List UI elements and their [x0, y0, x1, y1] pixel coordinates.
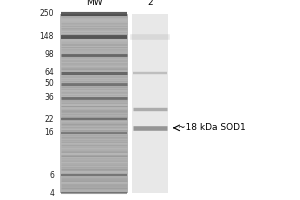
Bar	[132, 14, 168, 193]
Text: 50: 50	[44, 79, 54, 88]
Text: MW: MW	[86, 0, 102, 7]
Text: 36: 36	[44, 93, 54, 102]
Text: 4: 4	[49, 188, 54, 198]
Text: ~18 kDa SOD1: ~18 kDa SOD1	[178, 123, 246, 132]
Text: 16: 16	[44, 128, 54, 137]
Text: 64: 64	[44, 68, 54, 77]
Text: 148: 148	[40, 32, 54, 41]
Text: 22: 22	[44, 115, 54, 124]
Text: 2: 2	[147, 0, 153, 7]
Text: 250: 250	[40, 9, 54, 19]
Bar	[60, 14, 128, 193]
Text: 6: 6	[49, 171, 54, 180]
Text: 98: 98	[44, 50, 54, 59]
